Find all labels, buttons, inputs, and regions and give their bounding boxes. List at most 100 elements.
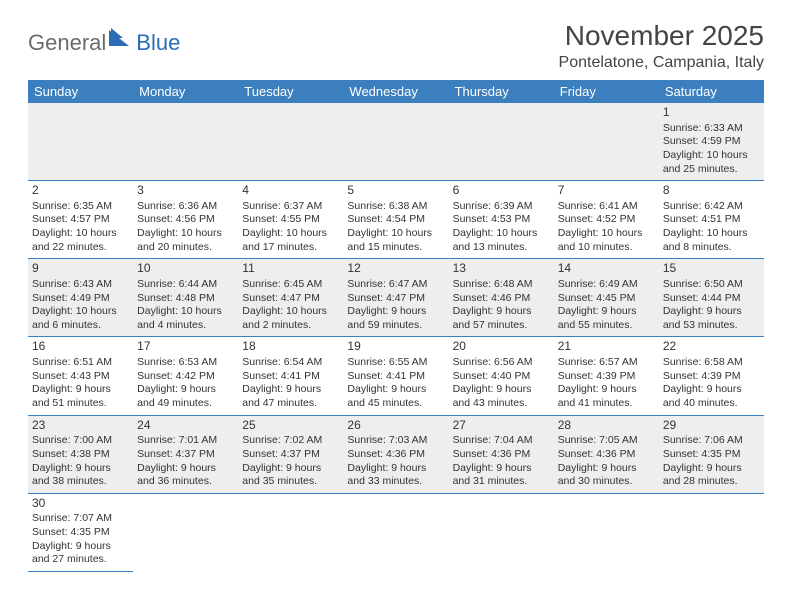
daylight-line: Daylight: 10 hours and 20 minutes. (137, 227, 234, 254)
daylight-line: Daylight: 9 hours and 27 minutes. (32, 540, 129, 567)
logo-text-general: General (28, 30, 106, 56)
calendar-cell (238, 103, 343, 181)
day-number: 27 (453, 418, 550, 434)
day-number: 13 (453, 261, 550, 277)
daylight-line: Daylight: 10 hours and 10 minutes. (558, 227, 655, 254)
sunset-line: Sunset: 4:37 PM (137, 448, 234, 462)
sunrise-line: Sunrise: 6:45 AM (242, 278, 339, 292)
day-number: 17 (137, 339, 234, 355)
sunrise-line: Sunrise: 7:01 AM (137, 434, 234, 448)
sunrise-line: Sunrise: 6:57 AM (558, 356, 655, 370)
sunrise-line: Sunrise: 6:48 AM (453, 278, 550, 292)
day-number: 18 (242, 339, 339, 355)
calendar-cell: 15Sunrise: 6:50 AMSunset: 4:44 PMDayligh… (659, 259, 764, 337)
header: General Blue November 2025 Pontelatone, … (28, 20, 764, 72)
day-number: 12 (347, 261, 444, 277)
day-number: 20 (453, 339, 550, 355)
sunset-line: Sunset: 4:42 PM (137, 370, 234, 384)
daylight-line: Daylight: 10 hours and 2 minutes. (242, 305, 339, 332)
sunset-line: Sunset: 4:47 PM (347, 292, 444, 306)
calendar-cell: 5Sunrise: 6:38 AMSunset: 4:54 PMDaylight… (343, 181, 448, 259)
daylight-line: Daylight: 10 hours and 15 minutes. (347, 227, 444, 254)
day-number: 4 (242, 183, 339, 199)
sunrise-line: Sunrise: 7:00 AM (32, 434, 129, 448)
month-title: November 2025 (559, 20, 764, 52)
daylight-line: Daylight: 9 hours and 47 minutes. (242, 383, 339, 410)
daylight-line: Daylight: 9 hours and 59 minutes. (347, 305, 444, 332)
sunrise-line: Sunrise: 6:47 AM (347, 278, 444, 292)
day-number: 6 (453, 183, 550, 199)
calendar-row: 9Sunrise: 6:43 AMSunset: 4:49 PMDaylight… (28, 259, 764, 337)
day-number: 14 (558, 261, 655, 277)
sunset-line: Sunset: 4:56 PM (137, 213, 234, 227)
daylight-line: Daylight: 9 hours and 33 minutes. (347, 462, 444, 489)
sunrise-line: Sunrise: 6:35 AM (32, 200, 129, 214)
title-block: November 2025 Pontelatone, Campania, Ita… (559, 20, 764, 72)
calendar-row: 1Sunrise: 6:33 AMSunset: 4:59 PMDaylight… (28, 103, 764, 181)
calendar-row: 30Sunrise: 7:07 AMSunset: 4:35 PMDayligh… (28, 493, 764, 571)
day-number: 30 (32, 496, 129, 512)
day-number: 16 (32, 339, 129, 355)
daylight-line: Daylight: 9 hours and 55 minutes. (558, 305, 655, 332)
logo: General Blue (28, 28, 180, 57)
daylight-line: Daylight: 9 hours and 53 minutes. (663, 305, 760, 332)
day-number: 26 (347, 418, 444, 434)
sunset-line: Sunset: 4:44 PM (663, 292, 760, 306)
sunset-line: Sunset: 4:39 PM (663, 370, 760, 384)
calendar-cell (659, 493, 764, 571)
calendar-cell: 21Sunrise: 6:57 AMSunset: 4:39 PMDayligh… (554, 337, 659, 415)
sunrise-line: Sunrise: 7:02 AM (242, 434, 339, 448)
calendar-cell: 3Sunrise: 6:36 AMSunset: 4:56 PMDaylight… (133, 181, 238, 259)
sunset-line: Sunset: 4:38 PM (32, 448, 129, 462)
weekday-header: Thursday (449, 80, 554, 103)
daylight-line: Daylight: 9 hours and 43 minutes. (453, 383, 550, 410)
sunset-line: Sunset: 4:41 PM (242, 370, 339, 384)
sunrise-line: Sunrise: 6:58 AM (663, 356, 760, 370)
sunrise-line: Sunrise: 7:07 AM (32, 512, 129, 526)
sunrise-line: Sunrise: 7:04 AM (453, 434, 550, 448)
calendar-cell: 7Sunrise: 6:41 AMSunset: 4:52 PMDaylight… (554, 181, 659, 259)
calendar-cell (554, 103, 659, 181)
weekday-header-row: SundayMondayTuesdayWednesdayThursdayFrid… (28, 80, 764, 103)
calendar-body: 1Sunrise: 6:33 AMSunset: 4:59 PMDaylight… (28, 103, 764, 571)
day-number: 5 (347, 183, 444, 199)
calendar-cell: 23Sunrise: 7:00 AMSunset: 4:38 PMDayligh… (28, 415, 133, 493)
calendar-cell: 12Sunrise: 6:47 AMSunset: 4:47 PMDayligh… (343, 259, 448, 337)
day-number: 24 (137, 418, 234, 434)
calendar-cell: 19Sunrise: 6:55 AMSunset: 4:41 PMDayligh… (343, 337, 448, 415)
sunrise-line: Sunrise: 6:55 AM (347, 356, 444, 370)
weekday-header: Wednesday (343, 80, 448, 103)
sunset-line: Sunset: 4:53 PM (453, 213, 550, 227)
sunrise-line: Sunrise: 7:05 AM (558, 434, 655, 448)
location: Pontelatone, Campania, Italy (559, 54, 764, 72)
daylight-line: Daylight: 10 hours and 22 minutes. (32, 227, 129, 254)
daylight-line: Daylight: 9 hours and 41 minutes. (558, 383, 655, 410)
day-number: 3 (137, 183, 234, 199)
calendar-row: 23Sunrise: 7:00 AMSunset: 4:38 PMDayligh… (28, 415, 764, 493)
logo-flag-icon (109, 28, 133, 51)
sunrise-line: Sunrise: 6:39 AM (453, 200, 550, 214)
sunset-line: Sunset: 4:35 PM (32, 526, 129, 540)
sunset-line: Sunset: 4:59 PM (663, 135, 760, 149)
sunrise-line: Sunrise: 6:42 AM (663, 200, 760, 214)
calendar-cell: 27Sunrise: 7:04 AMSunset: 4:36 PMDayligh… (449, 415, 554, 493)
calendar-cell: 2Sunrise: 6:35 AMSunset: 4:57 PMDaylight… (28, 181, 133, 259)
calendar-cell: 16Sunrise: 6:51 AMSunset: 4:43 PMDayligh… (28, 337, 133, 415)
day-number: 11 (242, 261, 339, 277)
calendar-cell (343, 103, 448, 181)
calendar-cell (133, 493, 238, 571)
calendar-cell: 30Sunrise: 7:07 AMSunset: 4:35 PMDayligh… (28, 493, 133, 571)
daylight-line: Daylight: 9 hours and 45 minutes. (347, 383, 444, 410)
calendar-cell: 8Sunrise: 6:42 AMSunset: 4:51 PMDaylight… (659, 181, 764, 259)
day-number: 19 (347, 339, 444, 355)
sunset-line: Sunset: 4:40 PM (453, 370, 550, 384)
calendar-cell: 29Sunrise: 7:06 AMSunset: 4:35 PMDayligh… (659, 415, 764, 493)
day-number: 25 (242, 418, 339, 434)
daylight-line: Daylight: 10 hours and 25 minutes. (663, 149, 760, 176)
calendar-cell: 26Sunrise: 7:03 AMSunset: 4:36 PMDayligh… (343, 415, 448, 493)
sunrise-line: Sunrise: 7:03 AM (347, 434, 444, 448)
weekday-header: Monday (133, 80, 238, 103)
sunset-line: Sunset: 4:45 PM (558, 292, 655, 306)
daylight-line: Daylight: 10 hours and 6 minutes. (32, 305, 129, 332)
sunrise-line: Sunrise: 6:41 AM (558, 200, 655, 214)
